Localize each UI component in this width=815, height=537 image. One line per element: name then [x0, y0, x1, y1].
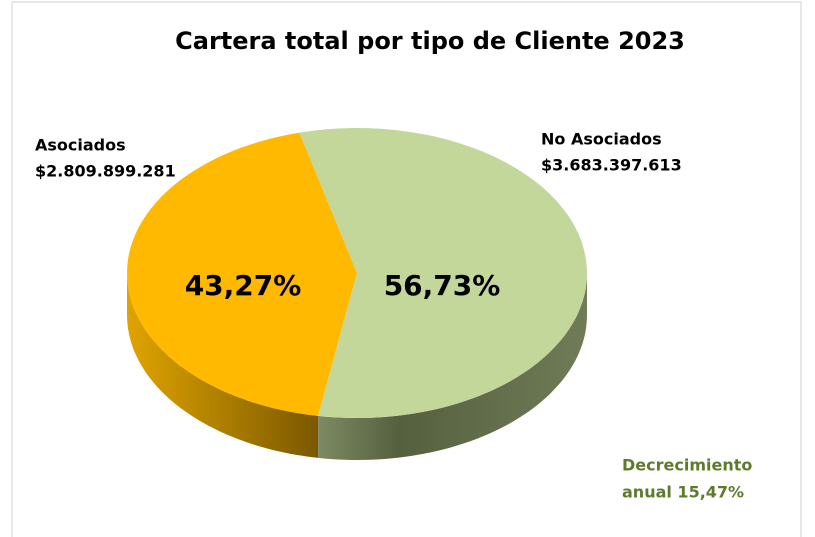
category-label: No Asociados: [541, 130, 662, 149]
chart-frame: [11, 1, 802, 537]
chart-title: Cartera total por tipo de Cliente 2023: [175, 27, 685, 55]
data-label: 43,27%: [185, 269, 302, 302]
annotation: anual 15,47%: [622, 483, 744, 502]
pie-slice: [127, 132, 357, 416]
pie-slice: [299, 128, 587, 418]
data-label: 56,73%: [384, 269, 501, 302]
pie-slice-side: [127, 273, 319, 458]
amount-label: $3.683.397.613: [541, 156, 682, 175]
category-label: Asociados: [35, 136, 126, 155]
annotation: Decrecimiento: [622, 456, 752, 475]
pie-slice-side: [318, 273, 587, 460]
amount-label: $2.809.899.281: [35, 162, 176, 181]
